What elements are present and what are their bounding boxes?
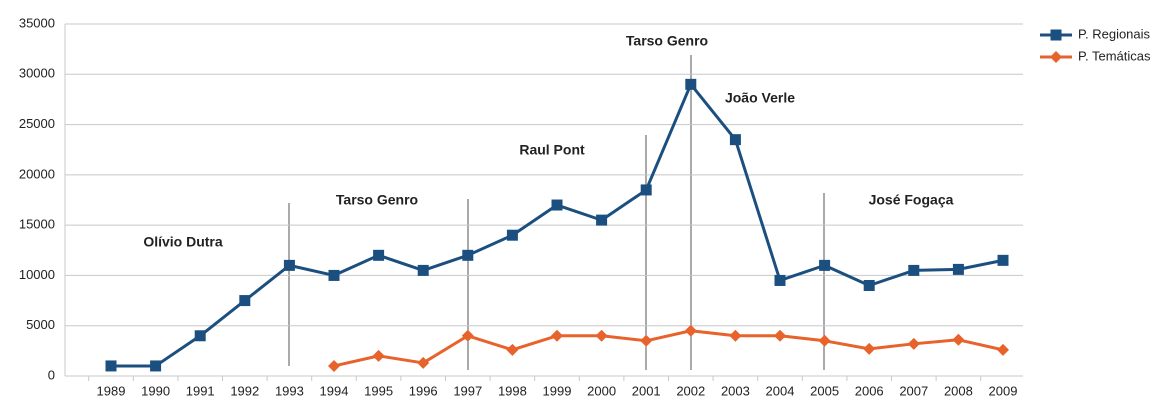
marker xyxy=(907,337,920,350)
marker xyxy=(729,329,742,342)
marker xyxy=(551,329,563,342)
marker xyxy=(105,360,117,372)
annotation: Olívio Dutra xyxy=(143,234,223,250)
y-tick-label: 0 xyxy=(48,367,55,382)
y-tick-label: 20000 xyxy=(19,166,55,181)
y-tick-label: 35000 xyxy=(19,15,55,30)
x-tick-label: 1999 xyxy=(543,383,572,398)
x-tick-label: 2002 xyxy=(676,383,705,398)
x-tick-label: 2007 xyxy=(899,383,928,398)
x-tick-label: 1993 xyxy=(275,383,304,398)
marker xyxy=(685,78,697,90)
marker xyxy=(774,274,786,286)
marker xyxy=(194,330,206,342)
legend-label: P. Temáticas xyxy=(1078,48,1151,63)
x-tick-label: 1996 xyxy=(409,383,438,398)
marker xyxy=(640,184,652,196)
marker xyxy=(729,134,741,146)
marker xyxy=(417,356,430,369)
y-tick-label: 30000 xyxy=(19,66,55,81)
marker xyxy=(863,279,875,291)
marker xyxy=(239,295,251,307)
marker xyxy=(328,269,340,281)
marker xyxy=(1050,51,1062,63)
annotation: José Fogaça xyxy=(869,192,954,208)
marker xyxy=(640,334,653,347)
marker xyxy=(372,349,385,362)
x-tick-label: 2004 xyxy=(766,383,795,398)
marker xyxy=(417,264,429,276)
x-tick-label: 1994 xyxy=(320,383,349,398)
x-tick-label: 1998 xyxy=(498,383,527,398)
x-tick-label: 1997 xyxy=(453,383,482,398)
marker xyxy=(462,249,474,261)
x-tick-label: 1995 xyxy=(364,383,393,398)
marker xyxy=(952,333,965,346)
annotation: João Verle xyxy=(725,90,795,106)
marker xyxy=(506,229,518,241)
marker xyxy=(684,324,697,337)
y-tick-label: 15000 xyxy=(19,217,55,232)
marker xyxy=(819,259,831,271)
marker xyxy=(774,329,786,342)
marker xyxy=(150,360,162,372)
marker xyxy=(595,329,608,342)
x-tick-label: 2009 xyxy=(989,383,1018,398)
marker xyxy=(997,254,1009,266)
marker xyxy=(908,264,920,276)
marker xyxy=(373,249,385,261)
x-tick-label: 1991 xyxy=(186,383,215,398)
marker xyxy=(1050,29,1062,41)
annotation: Tarso Genro xyxy=(336,192,418,208)
y-tick-label: 25000 xyxy=(19,116,55,131)
annotation: Raul Pont xyxy=(519,142,585,158)
x-tick-label: 2005 xyxy=(810,383,839,398)
series-line xyxy=(333,329,1004,368)
legend-label: P. Regionais xyxy=(1078,26,1151,41)
marker xyxy=(461,329,474,342)
y-tick-label: 10000 xyxy=(19,267,55,282)
x-tick-label: 1989 xyxy=(97,383,126,398)
x-tick-label: 2006 xyxy=(855,383,884,398)
x-tick-label: 2000 xyxy=(587,383,616,398)
period-separators xyxy=(288,55,825,370)
marker xyxy=(997,343,1009,356)
x-tick-label: 1992 xyxy=(230,383,259,398)
x-tick-label: 2003 xyxy=(721,383,750,398)
marker xyxy=(596,214,608,226)
x-tick-label: 2008 xyxy=(944,383,973,398)
marker xyxy=(328,359,340,372)
x-tick-label: 2001 xyxy=(632,383,661,398)
marker xyxy=(818,334,831,347)
marker xyxy=(952,263,964,275)
marker xyxy=(863,342,876,355)
x-tick-label: 1990 xyxy=(141,383,170,398)
annotation: Tarso Genro xyxy=(626,33,708,49)
y-tick-label: 5000 xyxy=(26,317,55,332)
marker xyxy=(506,343,519,356)
marker xyxy=(551,199,563,211)
marker xyxy=(283,259,295,271)
